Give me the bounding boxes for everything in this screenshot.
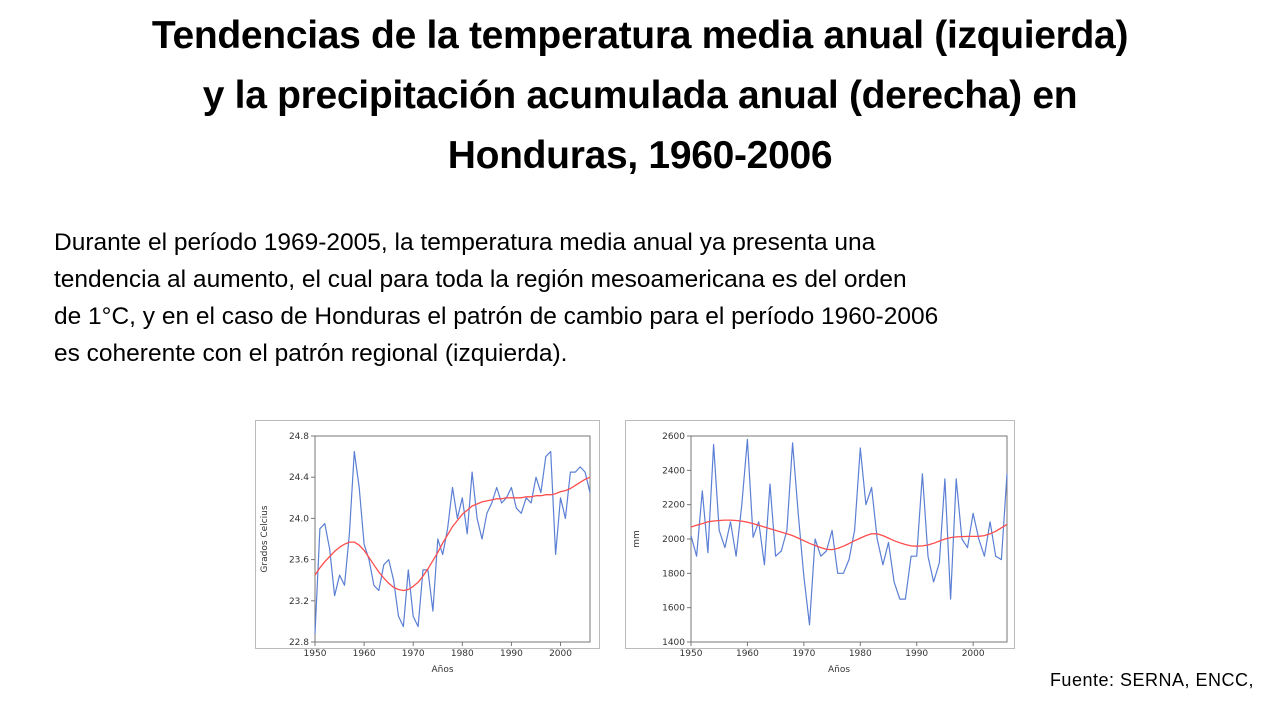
precipitation-y-axis-title: mm: [632, 530, 642, 548]
temperature-ytick-label: 23.2: [289, 597, 309, 607]
temperature-xtick-label: 1960: [353, 649, 376, 659]
body-line-2: tendencia al aumento, el cual para toda …: [54, 266, 907, 293]
precipitation-xtick-label: 1970: [792, 649, 815, 659]
temperature-chart: 22.8 23.2 23.6 24.0 24.4 24.8 1950 1960 1970 1980…: [255, 420, 600, 692]
temperature-ytick-label: 23.6: [289, 556, 309, 566]
temperature-y-axis-title: Grados Celcius: [260, 505, 270, 572]
body-line-1: Durante el período 1969-2005, la tempera…: [54, 229, 876, 256]
precipitation-chart-svg: 1400 1600 1800 2000 2200 2400 2600 1950 1960 1970…: [625, 420, 1015, 675]
body-line-4: es coherente con el patrón regional (izq…: [54, 340, 568, 367]
temperature-ytick-label: 24.8: [289, 432, 309, 442]
precipitation-xtick-label: 1960: [736, 649, 759, 659]
slide-title: Tendencias de la temperatura media anual…: [40, 6, 1240, 186]
source-note: Fuente: SERNA, ENCC,: [1049, 670, 1254, 690]
precipitation-ytick-label: 2200: [662, 501, 685, 511]
temperature-frame: [255, 420, 600, 649]
precipitation-chart: 1400 1600 1800 2000 2200 2400 2600 1950 1960 1970…: [625, 420, 1015, 692]
precipitation-xtick-label: 1950: [680, 649, 703, 659]
temperature-x-axis-title: Años: [431, 665, 453, 675]
precipitation-x-axis-title: Años: [828, 665, 850, 675]
temperature-chart-svg: 22.8 23.2 23.6 24.0 24.4 24.8 1950 1960 1970 1980…: [255, 420, 600, 675]
title-line-2: y la precipitación acumulada anual (dere…: [202, 74, 1078, 117]
temperature-ytick-label: 22.8: [289, 638, 309, 648]
precipitation-xtick-label: 2000: [962, 649, 985, 659]
precipitation-trend-line: [690, 519, 1008, 551]
precipitation-observed-line: [690, 438, 1008, 626]
precipitation-frame: [625, 420, 1015, 649]
title-line-3: Honduras, 1960-2006: [447, 134, 833, 177]
temperature-ytick-label: 24.4: [289, 473, 309, 483]
temperature-xtick-label: 1970: [402, 649, 425, 659]
precipitation-xtick-label: 1980: [849, 649, 872, 659]
body-paragraph: Durante el período 1969-2005, la tempera…: [54, 224, 1269, 372]
precipitation-ytick-label: 2400: [662, 466, 685, 476]
temperature-xtick-label: 1980: [451, 649, 474, 659]
body-line-3: de 1°C, y en el caso de Honduras el patr…: [54, 303, 939, 330]
precipitation-ytick-label: 1800: [662, 569, 685, 579]
title-line-1: Tendencias de la temperatura media anual…: [151, 14, 1129, 57]
precipitation-ytick-label: 2000: [662, 535, 685, 545]
precipitation-xtick-label: 1990: [905, 649, 928, 659]
temperature-xtick-label: 1950: [304, 649, 327, 659]
temperature-ytick-label: 24.0: [289, 514, 309, 524]
temperature-xtick-label: 2000: [549, 649, 572, 659]
temperature-xtick-label: 1990: [500, 649, 523, 659]
precipitation-ytick-label: 1400: [662, 638, 685, 648]
precipitation-ytick-label: 2600: [662, 432, 685, 442]
temperature-trend-line: [314, 476, 591, 592]
temperature-observed-line: [314, 450, 591, 634]
precipitation-ytick-label: 1600: [662, 604, 685, 614]
temperature-plot-border: [314, 435, 591, 643]
